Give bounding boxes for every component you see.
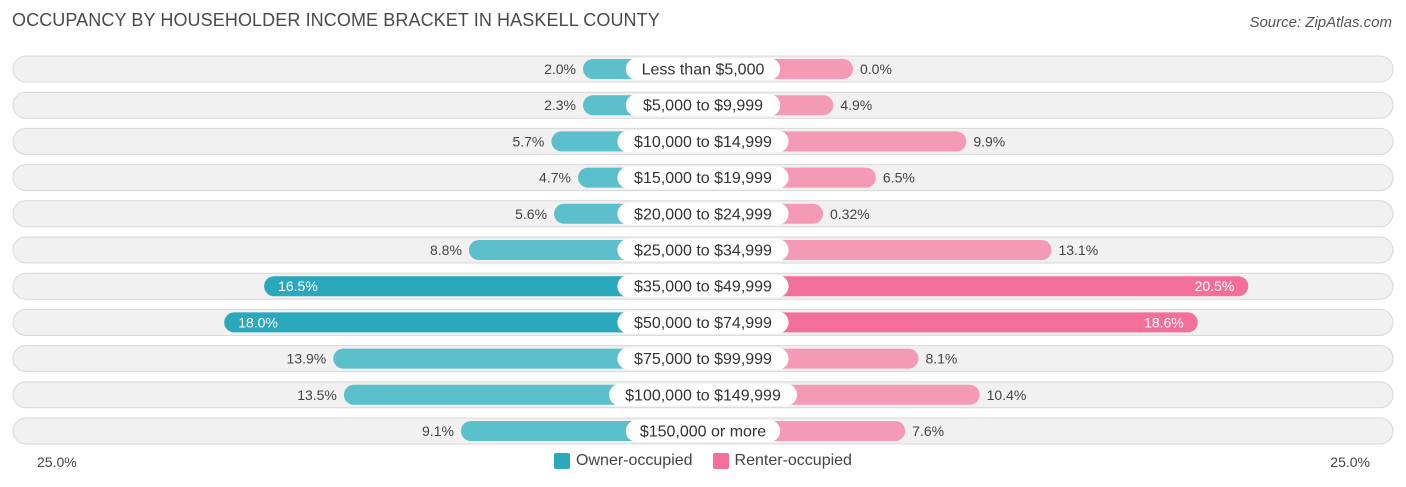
- renter-value-label: 7.6%: [912, 423, 944, 439]
- category-pill: [617, 311, 789, 334]
- diverging-bar-chart: 2.0% 0.0% Less than $5,000 2.3% 4.9% $5,000 t…: [12, 55, 1394, 445]
- renter-value-label: 8.1%: [925, 351, 957, 367]
- axis-label-left: 25.0%: [37, 454, 77, 470]
- category-pill: [625, 58, 781, 80]
- category-pill: [617, 202, 789, 225]
- owner-bar: [224, 312, 703, 333]
- row-100-000-to-149-999: 13.5% 10.4% $100,000 to $149,999: [12, 381, 1394, 409]
- category-label: $50,000 to $74,999: [634, 315, 772, 332]
- owner-value-label: 13.5%: [297, 387, 337, 403]
- renter-value-label: 0.32%: [830, 206, 870, 222]
- renter-value-label: 18.6%: [1144, 314, 1184, 330]
- row-75-000-to-99-999: 13.9% 8.1% $75,000 to $99,999: [12, 345, 1394, 373]
- row-50-000-to-74-999: 18.0% 18.6% $50,000 to $74,999: [12, 308, 1394, 336]
- renter-value-label: 0.0%: [860, 61, 892, 77]
- category-pill: [625, 94, 781, 117]
- row-10-000-to-14-999: 5.7% 9.9% $10,000 to $14,999: [12, 127, 1394, 155]
- row-20-000-to-24-999: 5.6% 0.32% $20,000 to $24,999: [12, 200, 1394, 228]
- renter-value-label: 10.4%: [987, 387, 1027, 403]
- renter-value-label: 6.5%: [883, 170, 915, 186]
- category-label: $75,000 to $99,999: [634, 351, 772, 368]
- owner-value-label: 9.1%: [422, 423, 454, 439]
- axis-label-right: 25.0%: [1330, 454, 1370, 470]
- owner-value-label: 5.7%: [512, 133, 544, 149]
- owner-value-label: 2.0%: [544, 61, 576, 77]
- owner-value-label: 8.8%: [430, 242, 462, 258]
- category-label: $150,000 or more: [640, 424, 766, 441]
- renter-swatch: [712, 453, 729, 469]
- category-pill: [617, 239, 789, 261]
- legend-label-renter: Renter-occupied: [734, 452, 852, 469]
- renter-value-label: 13.1%: [1058, 242, 1098, 258]
- category-label: $15,000 to $19,999: [634, 170, 772, 187]
- owner-value-label: 13.9%: [287, 351, 327, 367]
- category-pill: [625, 420, 781, 442]
- category-pill: [609, 383, 797, 406]
- renter-value-label: 9.9%: [973, 133, 1005, 149]
- category-label: $35,000 to $49,999: [634, 279, 772, 296]
- category-pill: [617, 275, 789, 298]
- renter-value-label: 20.5%: [1195, 278, 1235, 294]
- legend-item-owner: Owner-occupied: [554, 452, 693, 470]
- category-label: $25,000 to $34,999: [634, 243, 772, 260]
- owner-value-label: 16.5%: [278, 278, 318, 294]
- category-label: $5,000 to $9,999: [643, 98, 763, 115]
- renter-bar: [703, 240, 1052, 260]
- category-label: $10,000 to $14,999: [634, 134, 772, 151]
- legend-label-owner: Owner-occupied: [576, 452, 693, 469]
- renter-bar: [703, 276, 1249, 297]
- category-pill: [617, 166, 789, 189]
- row-150-000-or-more: 9.1% 7.6% $150,000 or more: [12, 417, 1394, 445]
- row-less-than-5-000: 2.0% 0.0% Less than $5,000: [12, 55, 1394, 83]
- row-5-000-to-9-999: 2.3% 4.9% $5,000 to $9,999: [12, 91, 1394, 119]
- owner-swatch: [554, 453, 571, 469]
- row-15-000-to-19-999: 4.7% 6.5% $15,000 to $19,999: [12, 164, 1394, 192]
- row-25-000-to-34-999: 8.8% 13.1% $25,000 to $34,999: [12, 236, 1394, 264]
- owner-value-label: 4.7%: [539, 170, 571, 186]
- category-label: Less than $5,000: [642, 62, 765, 79]
- category-pill: [617, 347, 789, 370]
- category-pill: [617, 130, 789, 153]
- source-note: Source: ZipAtlas.com: [1249, 14, 1392, 31]
- renter-value-label: 4.9%: [840, 97, 872, 113]
- renter-bar: [703, 312, 1198, 333]
- row-35-000-to-49-999: 16.5% 20.5% $35,000 to $49,999: [12, 272, 1394, 300]
- owner-bar: [264, 276, 703, 297]
- category-label: $20,000 to $24,999: [634, 206, 772, 223]
- owner-value-label: 5.6%: [515, 206, 547, 222]
- owner-bar: [333, 348, 703, 369]
- owner-value-label: 2.3%: [544, 97, 576, 113]
- owner-value-label: 18.0%: [238, 314, 278, 330]
- chart-title: OCCUPANCY BY HOUSEHOLDER INCOME BRACKET …: [12, 10, 660, 30]
- category-label: $100,000 to $149,999: [625, 387, 781, 404]
- legend: Owner-occupied Renter-occupied: [0, 452, 1406, 470]
- legend-item-renter: Renter-occupied: [712, 452, 852, 470]
